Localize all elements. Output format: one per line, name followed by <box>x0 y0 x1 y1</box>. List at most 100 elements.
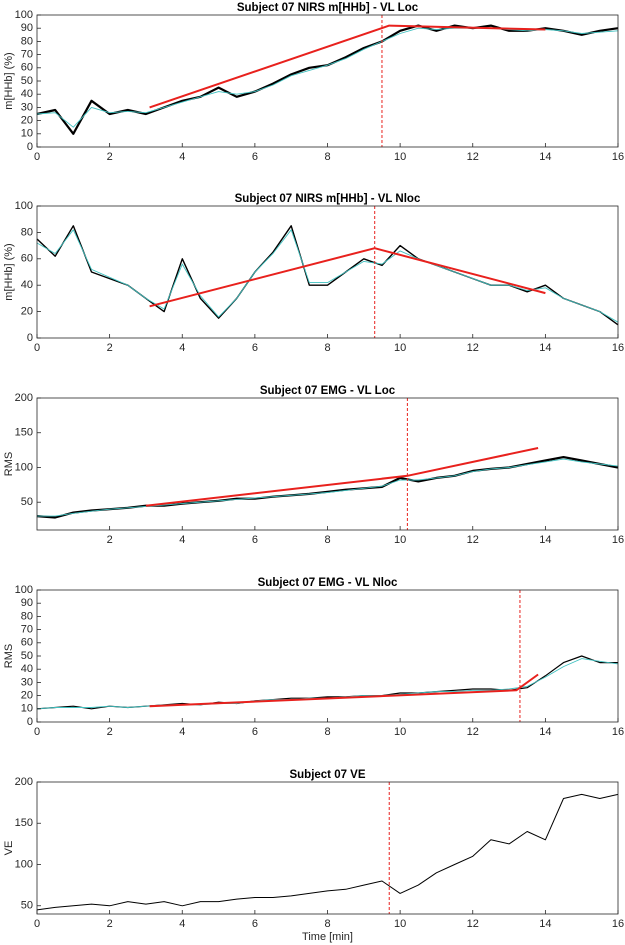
x-tick-label: 2 <box>107 342 113 354</box>
y-tick-label: 60 <box>21 637 33 649</box>
y-tick-label: 0 <box>27 716 33 728</box>
x-tick-label: 10 <box>394 534 406 546</box>
x-tick-label: 14 <box>539 534 551 546</box>
data-line <box>36 229 619 323</box>
y-tick-label: 100 <box>15 9 33 21</box>
data-line <box>145 447 539 507</box>
y-axis-label: RMS <box>3 644 15 668</box>
x-tick-label: 8 <box>324 151 330 163</box>
y-tick-label: 200 <box>15 392 33 404</box>
x-tick-label: 8 <box>324 918 330 930</box>
axes-frame <box>36 589 619 723</box>
x-tick-label: 6 <box>252 918 258 930</box>
data-line <box>36 24 619 135</box>
y-tick-label: 60 <box>21 62 33 74</box>
y-axis-label: RMS <box>3 452 15 476</box>
y-tick-label: 80 <box>21 610 33 622</box>
y-tick-label: 50 <box>21 496 33 508</box>
y-tick-label: 50 <box>21 75 33 87</box>
y-tick-label: 0 <box>27 141 33 153</box>
y-axis-label: VE <box>3 841 15 856</box>
panel-title: Subject 07 NIRS m[HHb] - VL Loc <box>237 2 419 14</box>
data-line <box>36 793 619 911</box>
y-tick-label: 90 <box>21 22 33 34</box>
data-line <box>36 225 619 326</box>
x-tick-label: 6 <box>252 151 258 163</box>
x-tick-label: 12 <box>467 726 479 738</box>
x-tick-label: 8 <box>324 342 330 354</box>
x-axis-label: Time [min] <box>302 931 353 943</box>
x-tick-label: 10 <box>394 918 406 930</box>
y-tick-label: 150 <box>15 817 33 829</box>
y-tick-label: 10 <box>21 128 33 140</box>
y-tick-label: 80 <box>21 226 33 238</box>
y-tick-label: 150 <box>15 427 33 439</box>
x-tick-label: 4 <box>179 918 185 930</box>
y-tick-label: 20 <box>21 690 33 702</box>
x-tick-label: 2 <box>107 534 113 546</box>
axes-frame <box>36 14 619 148</box>
x-tick-label: 10 <box>394 151 406 163</box>
x-tick-label: 4 <box>179 151 185 163</box>
x-tick-label: 16 <box>612 918 624 930</box>
x-tick-label: 0 <box>34 726 40 738</box>
x-tick-label: 10 <box>394 726 406 738</box>
x-tick-label: 6 <box>252 342 258 354</box>
x-tick-label: 12 <box>467 151 479 163</box>
panel-title: Subject 07 EMG - VL Nloc <box>258 577 398 589</box>
x-tick-label: 16 <box>612 342 624 354</box>
x-tick-label: 8 <box>324 726 330 738</box>
data-line <box>149 247 546 308</box>
data-line <box>149 673 539 708</box>
x-tick-label: 4 <box>179 726 185 738</box>
y-tick-label: 90 <box>21 597 33 609</box>
y-tick-label: 0 <box>27 332 33 344</box>
x-tick-label: 8 <box>324 534 330 546</box>
x-tick-label: 12 <box>467 342 479 354</box>
data-line <box>36 655 618 710</box>
data-line <box>37 458 619 517</box>
axes-frame <box>36 781 619 915</box>
x-tick-label: 12 <box>467 918 479 930</box>
panel-title: Subject 07 EMG - VL Loc <box>260 385 396 397</box>
y-tick-label: 40 <box>21 88 33 100</box>
y-tick-label: 50 <box>21 900 33 912</box>
x-tick-label: 6 <box>252 726 258 738</box>
x-tick-label: 0 <box>34 918 40 930</box>
x-tick-label: 6 <box>252 534 258 546</box>
panel-title: Subject 07 VE <box>289 769 365 781</box>
y-tick-label: 70 <box>21 624 33 636</box>
x-tick-label: 0 <box>34 151 40 163</box>
y-tick-label: 10 <box>21 703 33 715</box>
y-tick-label: 200 <box>15 776 33 788</box>
data-line <box>36 658 619 710</box>
y-axis-label: m[HHb] (%) <box>3 243 15 300</box>
y-tick-label: 100 <box>15 584 33 596</box>
x-tick-label: 4 <box>179 342 185 354</box>
x-tick-label: 10 <box>394 342 406 354</box>
x-tick-label: 2 <box>107 151 113 163</box>
data-line <box>36 27 619 128</box>
x-tick-label: 12 <box>467 534 479 546</box>
y-tick-label: 20 <box>21 306 33 318</box>
panel-title: Subject 07 NIRS m[HHb] - VL Nloc <box>235 193 421 205</box>
y-tick-label: 30 <box>21 101 33 113</box>
x-tick-label: 0 <box>34 342 40 354</box>
x-tick-label: 2 <box>107 918 113 930</box>
axes-frame <box>36 205 619 339</box>
x-tick-label: 4 <box>179 534 185 546</box>
y-tick-label: 70 <box>21 49 33 61</box>
y-tick-label: 60 <box>21 253 33 265</box>
y-tick-label: 100 <box>15 461 33 473</box>
data-line <box>149 24 546 109</box>
x-tick-label: 14 <box>539 918 551 930</box>
x-tick-label: 16 <box>612 726 624 738</box>
x-tick-label: 2 <box>107 726 113 738</box>
y-axis-label: m[HHb] (%) <box>3 52 15 109</box>
x-tick-label: 14 <box>539 151 551 163</box>
y-tick-label: 50 <box>21 650 33 662</box>
y-tick-label: 20 <box>21 115 33 127</box>
x-tick-label: 14 <box>539 726 551 738</box>
y-tick-label: 100 <box>15 858 33 870</box>
